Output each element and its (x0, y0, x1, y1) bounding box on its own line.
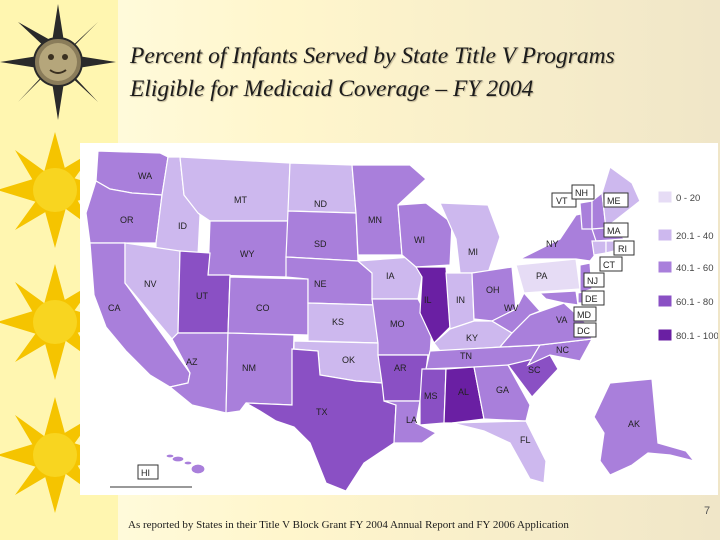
us-state-map: WA OR CA ID NV MT WY UT AZ CO NM ND SD N… (85, 150, 719, 492)
label-nj: NJ (587, 276, 598, 286)
label-wv: WV (504, 303, 519, 313)
legend-label-3: 40.1 - 60 (676, 263, 714, 274)
label-va: VA (556, 315, 567, 325)
label-ma: MA (607, 226, 621, 236)
state-pa (515, 258, 581, 294)
state-md (538, 290, 579, 306)
label-il: IL (424, 295, 432, 305)
label-oh: OH (486, 285, 500, 295)
label-wy: WY (240, 249, 255, 259)
label-mi: MI (468, 247, 478, 257)
state-vt (579, 200, 593, 230)
map-legend: 0 - 20 20.1 - 40 40.1 - 60 60.1 - 80 80.… (657, 190, 719, 342)
label-ri: RI (618, 244, 627, 254)
state-wi (397, 202, 453, 268)
label-ca: CA (108, 303, 121, 313)
sun-icon (0, 132, 113, 248)
label-ks: KS (332, 317, 344, 327)
label-nm: NM (242, 363, 256, 373)
state-fl (451, 420, 547, 484)
label-nd: ND (314, 199, 327, 209)
label-de: DE (585, 294, 598, 304)
slide-title: Percent of Infants Served by State Title… (130, 40, 715, 106)
label-ak: AK (628, 419, 640, 429)
label-fl: FL (520, 435, 531, 445)
map-panel: WA OR CA ID NV MT WY UT AZ CO NM ND SD N… (80, 143, 719, 495)
label-co: CO (256, 303, 270, 313)
state-ri (605, 240, 615, 254)
label-id: ID (178, 221, 188, 231)
source-footnote: As reported by States in their Title V B… (128, 519, 569, 531)
label-ut: UT (196, 291, 208, 301)
state-ak (593, 378, 696, 476)
state-ms (419, 368, 447, 426)
label-sc: SC (528, 365, 541, 375)
label-ms: MS (424, 391, 438, 401)
label-ga: GA (496, 385, 509, 395)
label-az: AZ (186, 357, 198, 367)
label-hi: HI (141, 468, 150, 478)
label-vt: VT (556, 196, 568, 206)
label-in: IN (456, 295, 465, 305)
legend-label-2: 20.1 - 40 (676, 231, 714, 242)
label-me: ME (607, 196, 621, 206)
label-ia: IA (386, 271, 395, 281)
legend-label-1: 0 - 20 (676, 193, 700, 204)
label-al: AL (458, 387, 469, 397)
slide-title-line-2: Eligible for Medicaid Coverage – FY 2004 (130, 76, 534, 102)
label-la: LA (406, 415, 417, 425)
legend-label-4: 60.1 - 80 (676, 297, 714, 308)
label-pa: PA (536, 271, 547, 281)
label-ar: AR (394, 363, 407, 373)
label-dc: DC (577, 326, 590, 336)
label-ky: KY (466, 333, 478, 343)
state-wv (490, 291, 542, 334)
state-sd (285, 210, 359, 262)
state-la (383, 400, 438, 444)
sun-face-icon (0, 4, 116, 120)
state-al (443, 366, 485, 424)
state-ct (591, 240, 607, 256)
label-ny: NY (546, 239, 559, 249)
label-nv: NV (144, 279, 157, 289)
label-mn: MN (368, 215, 382, 225)
label-ct: CT (603, 260, 615, 270)
state-nm (225, 332, 295, 414)
legend-label-5: 80.1 - 100 (676, 331, 718, 342)
label-mo: MO (390, 319, 405, 329)
state-hi (165, 453, 206, 475)
state-ga (473, 364, 531, 422)
label-md: MD (577, 310, 591, 320)
label-mt: MT (234, 195, 247, 205)
label-ok: OK (342, 355, 355, 365)
page-number: 7 (704, 505, 711, 517)
label-wi: WI (414, 235, 425, 245)
label-tx: TX (316, 407, 328, 417)
sun-icon (0, 397, 113, 513)
sun-icon (0, 264, 113, 380)
label-tn: TN (460, 351, 472, 361)
label-nh: NH (575, 188, 588, 198)
state-tx (245, 348, 397, 492)
slide-title-line-1: Percent of Infants Served by State Title… (130, 43, 615, 69)
label-ne: NE (314, 279, 327, 289)
label-wa: WA (138, 171, 152, 181)
label-or: OR (120, 215, 134, 225)
label-sd: SD (314, 239, 327, 249)
state-nc (526, 338, 594, 367)
state-mt (179, 156, 291, 222)
label-nc: NC (556, 345, 569, 355)
